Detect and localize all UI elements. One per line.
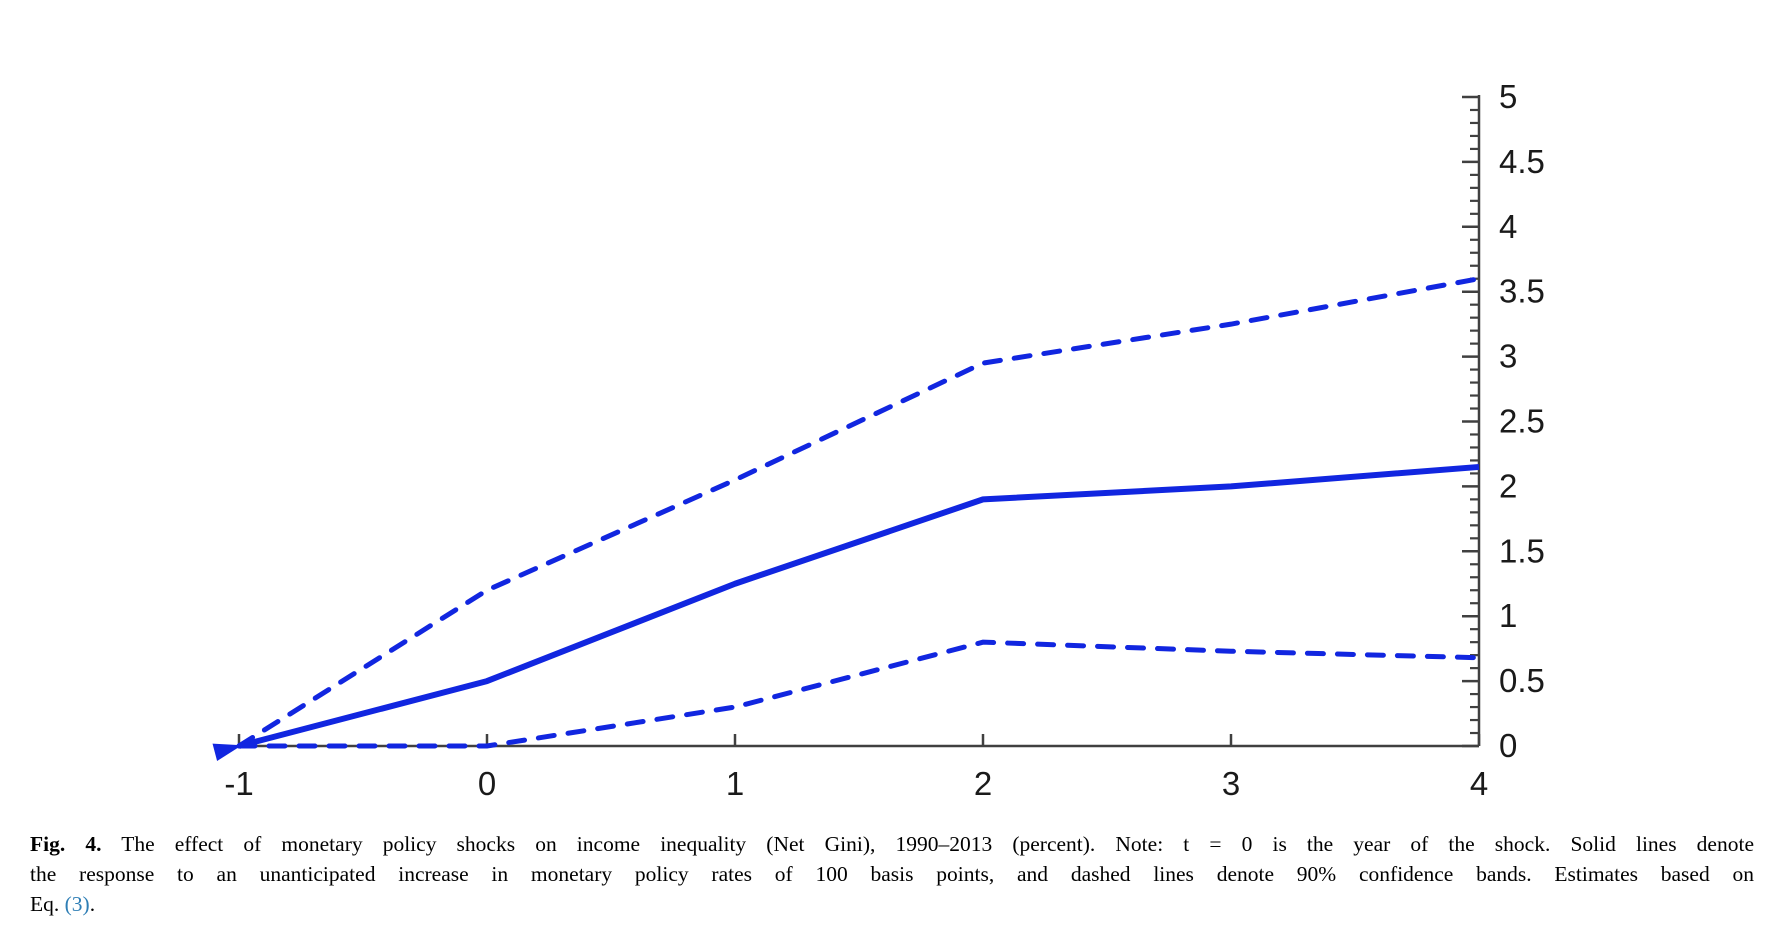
y-tick-label: 2.5 [1499, 403, 1545, 440]
caption-text-3: Eq. [30, 892, 65, 916]
caption-text-3-end: . [89, 892, 96, 916]
x-tick-label: 0 [478, 765, 496, 802]
x-tick-label: 4 [1470, 765, 1488, 802]
y-tick-label: 4.5 [1499, 143, 1545, 180]
x-tick-label: 3 [1222, 765, 1240, 802]
caption-line-3: Eq. (3). [30, 889, 1754, 919]
y-tick-label: 1.5 [1499, 532, 1545, 569]
y-tick-label: 1 [1499, 597, 1517, 634]
figure-number-label: Fig. 4. [30, 832, 102, 856]
upper-90pct-confidence-band-line [236, 276, 1482, 749]
equation-3-link[interactable]: (3) [64, 892, 90, 916]
response-to-100bp-shock-line [212, 463, 1480, 762]
caption-line-1: Fig. 4. The effect of monetary policy sh… [30, 829, 1754, 859]
y-tick-label: 2 [1499, 467, 1517, 504]
caption-line-2: the response to an unanticipated increas… [30, 859, 1754, 889]
line-chart: -1 0 1 2 3 400.511.522.533.544.55 [212, 78, 1545, 802]
caption-text-1: The effect of monetary policy shocks on … [121, 832, 1754, 856]
figure-caption: Fig. 4. The effect of monetary policy sh… [30, 829, 1754, 919]
lower-90pct-confidence-band-line [236, 639, 1482, 749]
x-tick-label: 1 [726, 765, 744, 802]
y-tick-label: 3 [1499, 338, 1517, 375]
caption-text-2: the response to an unanticipated increas… [30, 862, 1754, 886]
y-tick-label: 5 [1499, 78, 1517, 115]
x-tick-label: -1 [224, 765, 253, 802]
y-tick-label: 0.5 [1499, 662, 1545, 699]
y-tick-label: 0 [1499, 727, 1517, 764]
chart-area: -1 0 1 2 3 4 0 0.5 1 1.5 2 2.5 3 3.5 4 4.5 5 [212, 78, 1545, 802]
y-tick-label: 3.5 [1499, 273, 1545, 310]
x-tick-label: 2 [974, 765, 992, 802]
y-tick-label: 4 [1499, 208, 1517, 245]
